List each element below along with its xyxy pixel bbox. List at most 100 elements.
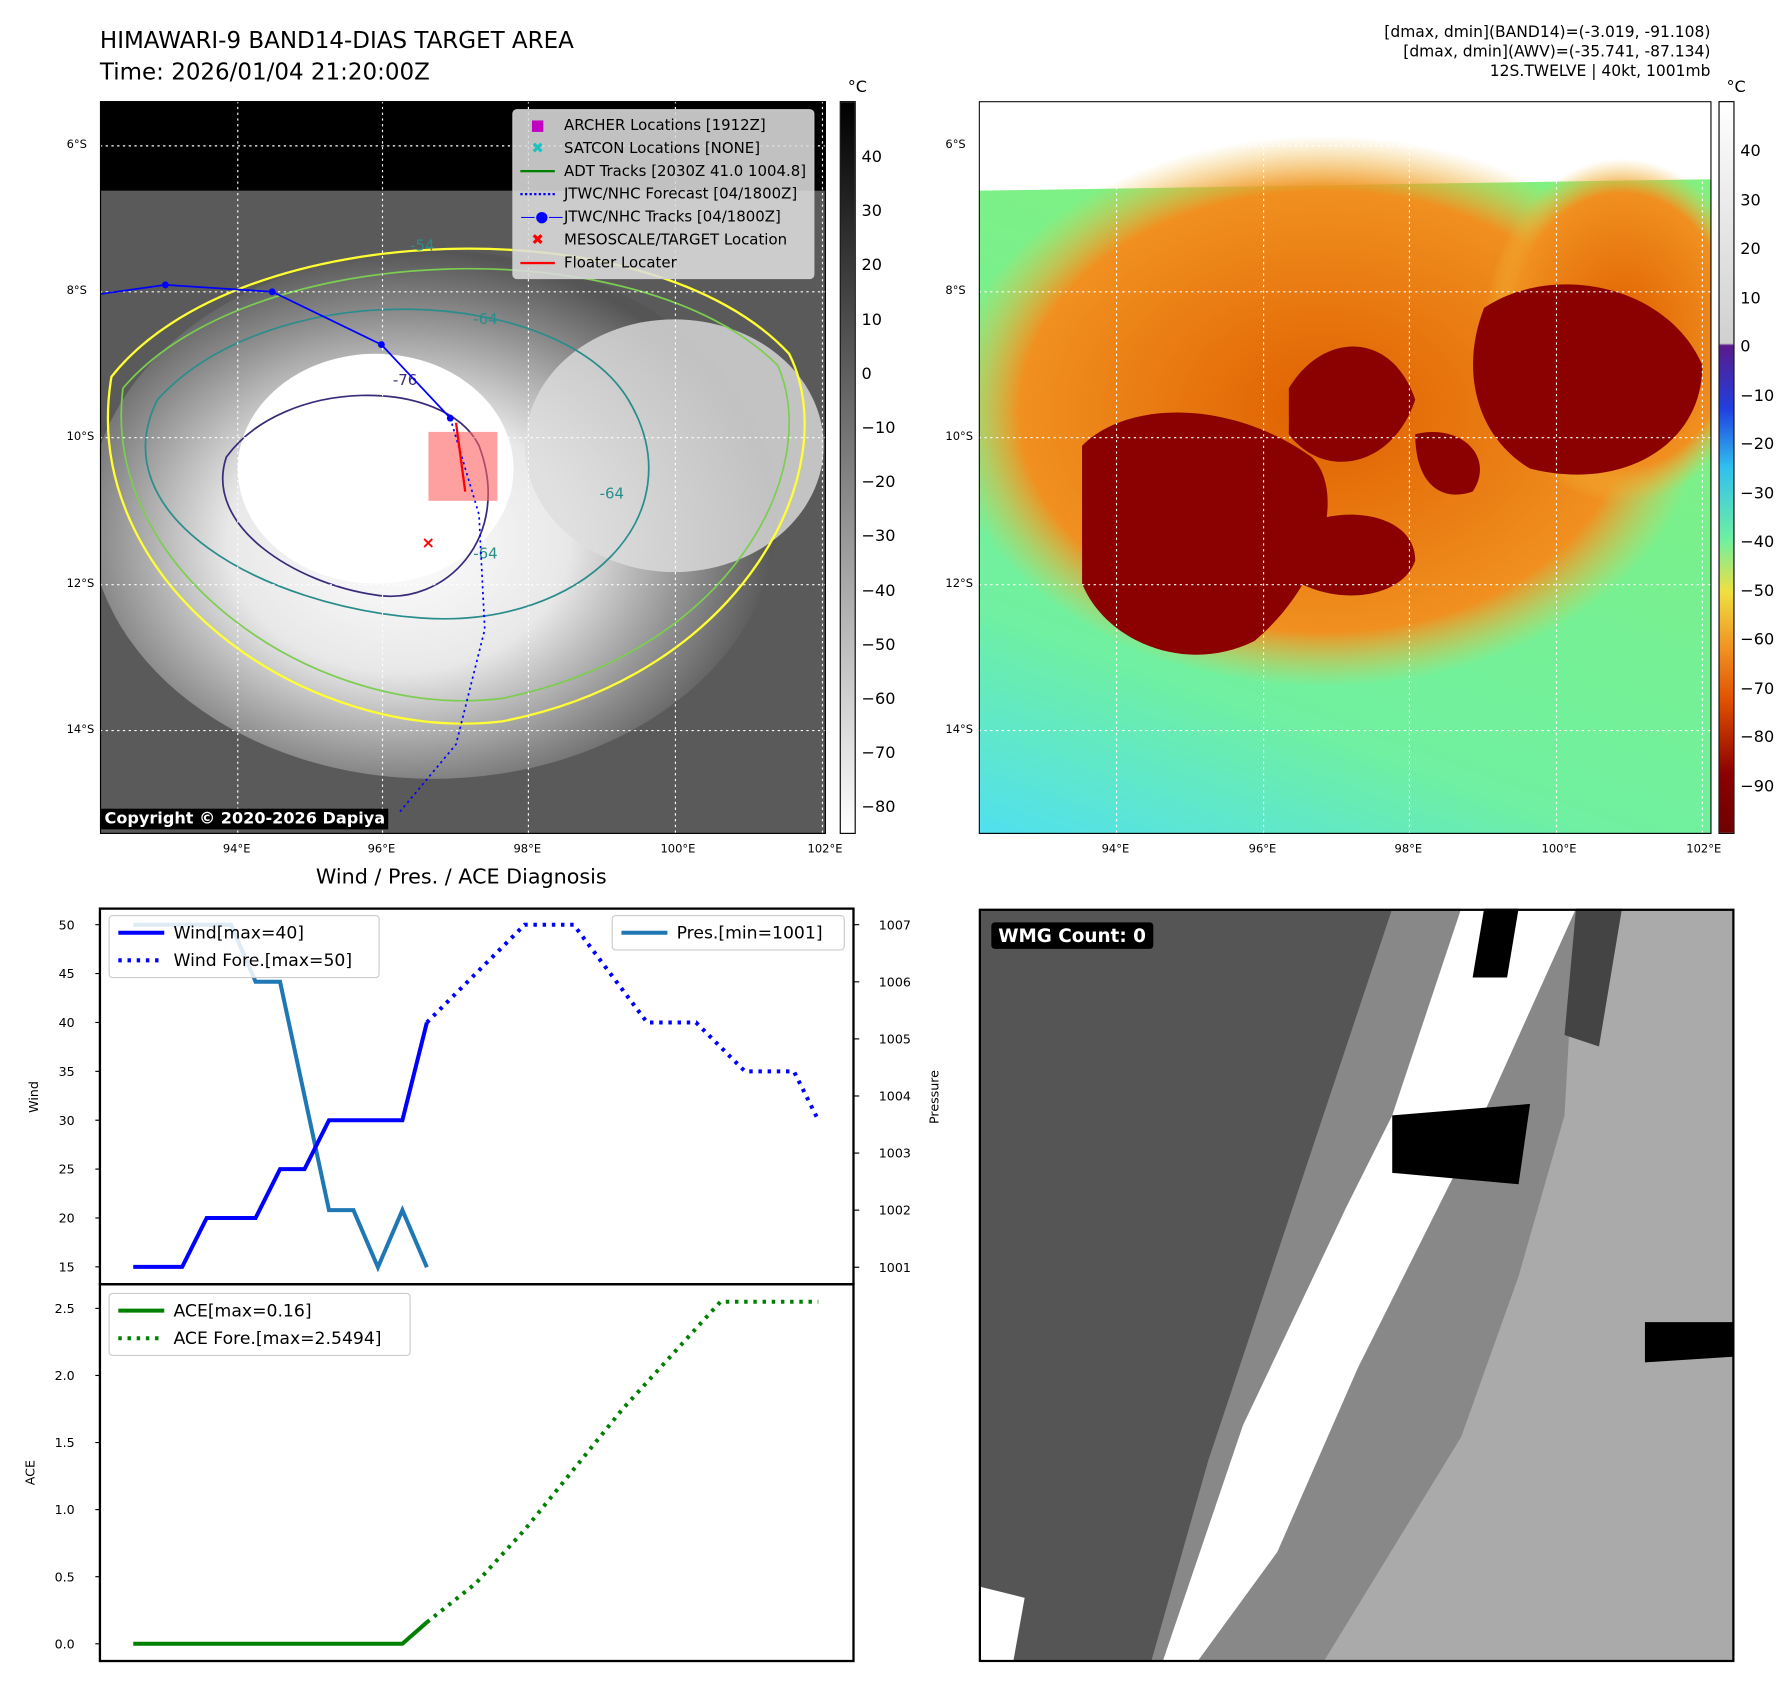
copyright: Copyright © 2020-2026 Dapiya: [101, 808, 389, 830]
lat-label: 10°S: [945, 430, 974, 444]
line-icon: [520, 163, 555, 180]
colorbar-right-tick: 40: [1740, 142, 1761, 161]
lat-label: 14°S: [945, 723, 974, 737]
ace-axes: [98, 1283, 855, 1663]
colorbar-left-tick: 30: [861, 202, 883, 221]
tick-label: 50: [59, 917, 75, 932]
lat-label: 8°S: [66, 284, 87, 298]
tick-label: 1001: [879, 1260, 911, 1275]
colorbar-right-tick: −90: [1740, 777, 1775, 796]
tick-label: 1004: [879, 1089, 911, 1104]
colorbar-right-unit: °C: [1726, 78, 1746, 97]
colorbar-right: [1718, 101, 1735, 834]
colorbar-left-tick: −40: [861, 581, 896, 601]
tick-label: 0.5: [55, 1569, 75, 1584]
contour-label: -64: [473, 544, 497, 562]
colorbar-right-tick: 30: [1740, 191, 1761, 210]
lat-label: 12°S: [66, 577, 95, 591]
tick-label: 25: [59, 1162, 75, 1177]
target-location-marker: ×: [422, 533, 435, 552]
jtwc-forecast: [397, 417, 486, 814]
tick-label: 15: [59, 1259, 75, 1274]
lon-label: 102°E: [1686, 843, 1722, 856]
chart-legend: [108, 1292, 411, 1357]
lat-label: 8°S: [945, 284, 966, 298]
lon-label: 102°E: [807, 843, 843, 856]
colorbar-right-tick: 20: [1740, 240, 1761, 259]
info-awv: [dmax, dmin](AWV)=(-35.741, -87.134): [1403, 42, 1711, 61]
dotted-line-icon: [520, 186, 555, 203]
legend-adt: ADT Tracks [2030Z 41.0 1004.8]: [520, 160, 806, 183]
lon-label: 98°E: [1394, 843, 1423, 856]
legend-label: Wind Fore.[max=50]: [173, 951, 352, 971]
legend-label: Pres.[min=1001]: [677, 923, 823, 943]
colorbar-right-tick: −70: [1740, 679, 1775, 698]
tick-label: 0.0: [55, 1636, 75, 1651]
tick-label: 45: [59, 966, 75, 981]
chart-legend: [108, 914, 380, 979]
colorbar-left-unit: °C: [847, 78, 868, 97]
lat-label: 12°S: [945, 577, 974, 591]
legend-label: Wind[max=40]: [173, 923, 304, 943]
legend-label: ACE[max=0.16]: [173, 1301, 311, 1321]
lon-label: 94°E: [222, 843, 251, 856]
ace-line: [133, 1620, 429, 1646]
line-icon: [520, 254, 555, 271]
colorbar-right-tick: 0: [1740, 337, 1751, 357]
wind-forecast-line: [425, 922, 821, 1122]
tick-label: 1006: [879, 974, 911, 989]
wind-line: [133, 1021, 429, 1269]
figure-time: Time: 2026/01/04 21:20:00Z: [99, 57, 430, 86]
contour-label: -54: [410, 236, 434, 254]
info-block: [dmax, dmin](BAND14)=(-3.019, -91.108) […: [1384, 23, 1710, 82]
lat-label: 14°S: [66, 723, 95, 737]
lat-label: 6°S: [66, 138, 87, 152]
ace-forecast-line: [425, 1299, 819, 1624]
legend-archer: ■ ARCHER Locations [1912Z]: [520, 114, 806, 137]
line-dot-icon: —●—: [520, 208, 564, 226]
wmg-count-badge: WMG Count: 0: [991, 922, 1153, 949]
colorbar-right-tick: −30: [1740, 484, 1775, 503]
legend-label: ACE Fore.[max=2.5494]: [173, 1329, 381, 1349]
axis-label: Wind: [26, 1081, 41, 1113]
legend-floater: Floater Locater: [520, 252, 806, 275]
colorbar-right-tick: −50: [1740, 581, 1775, 601]
lon-label: 98°E: [513, 843, 542, 856]
tick-label: 30: [59, 1113, 75, 1128]
lat-label: 6°S: [945, 138, 966, 152]
wmg-panel: [978, 908, 1735, 1663]
axis-label: Pressure: [926, 1070, 941, 1124]
colorbar-right-tick: −80: [1740, 728, 1775, 747]
legend-forecast: JTWC/NHC Forecast [04/1800Z]: [520, 183, 806, 206]
tick-label: 2.5: [55, 1301, 75, 1316]
tick-label: 1005: [879, 1031, 911, 1046]
tick-label: 1002: [879, 1203, 911, 1218]
info-band14: [dmax, dmin](BAND14)=(-3.019, -91.108): [1384, 22, 1711, 42]
colorbar-left-tick: −50: [861, 636, 896, 655]
floater-locater: [454, 422, 467, 492]
colorbar-left-tick: −70: [861, 744, 896, 763]
legend-tracks: —●— JTWC/NHC Tracks [04/1800Z]: [520, 208, 781, 226]
lat-label: 10°S: [66, 430, 95, 444]
tick-label: 1.0: [55, 1502, 75, 1517]
legend-satcon: ✖ SATCON Locations [NONE]: [520, 137, 806, 160]
colorbar-left-tick: 20: [861, 256, 883, 275]
chart-title: Wind / Pres. / ACE Diagnosis: [315, 864, 607, 890]
legend-target: ✖ MESOSCALE/TARGET Location: [520, 229, 806, 252]
lon-label: 96°E: [1248, 843, 1277, 856]
lon-label: 94°E: [1101, 843, 1130, 856]
colorbar-left-tick: −60: [861, 690, 896, 709]
colorbar-right-tick: −10: [1740, 386, 1775, 405]
colorbar-right-tick: −20: [1740, 435, 1775, 454]
colorbar-left: [839, 101, 856, 834]
contour-label: -64: [600, 485, 624, 503]
x-marker-icon: ✖: [531, 231, 544, 249]
lon-label: 100°E: [660, 843, 696, 856]
colorbar-left-tick: 40: [861, 148, 883, 167]
lon-label: 100°E: [1541, 843, 1577, 856]
figure-title: HIMAWARI-9 BAND14-DIAS TARGET AREA: [99, 26, 574, 54]
awv-map: [978, 101, 1712, 834]
tick-label: 20: [59, 1211, 75, 1226]
axis-label: ACE: [22, 1460, 37, 1485]
tick-label: 35: [59, 1064, 75, 1079]
